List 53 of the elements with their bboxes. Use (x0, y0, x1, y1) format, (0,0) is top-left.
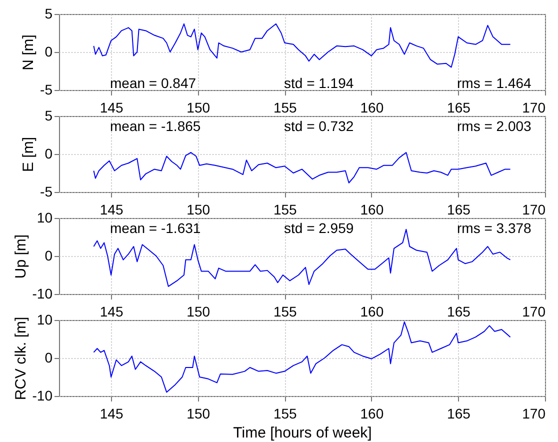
x-tick-label: 160 (360, 304, 384, 320)
annotation: mean = 0.847 (110, 75, 196, 91)
annotation: mean = -1.631 (110, 220, 201, 236)
x-axis-title: Time [hours of week] (233, 424, 372, 442)
x-tick-label: 155 (273, 304, 298, 320)
x-tick-label: 150 (186, 100, 210, 116)
y-tick-label: -5 (40, 82, 53, 98)
y-tick-label: 0 (44, 248, 53, 264)
annotation: rms = 2.003 (457, 118, 532, 134)
y-axis-title: E [m] (20, 136, 38, 172)
x-tick-label: 155 (273, 406, 298, 422)
line-series (93, 23, 511, 68)
x-tick-label: 145 (100, 202, 124, 218)
x-tick-label: 145 (100, 304, 124, 320)
line-series (93, 321, 511, 393)
x-tick-label: 155 (273, 100, 298, 116)
y-tick-label: 5 (44, 6, 53, 22)
x-tick-label: 150 (186, 202, 210, 218)
x-tick-label: 170 (522, 406, 546, 422)
annotation: std = 1.194 (284, 75, 354, 91)
y-tick-label: 10 (36, 210, 53, 226)
x-tick-label: 170 (522, 202, 546, 218)
x-tick-label: 165 (447, 202, 471, 218)
y-tick-label: -10 (32, 388, 53, 404)
x-tick-label: 145 (100, 100, 124, 116)
x-tick-label: 165 (447, 100, 471, 116)
annotation: std = 0.732 (284, 118, 354, 134)
y-tick-label: 0 (44, 350, 53, 366)
x-tick-label: 160 (360, 100, 384, 116)
y-axis-title: N [m] (20, 34, 38, 70)
annotation: std = 2.959 (284, 220, 354, 236)
x-tick-label: 165 (447, 304, 471, 320)
line-series (93, 152, 511, 184)
x-tick-label: 170 (522, 100, 546, 116)
x-tick-label: 145 (100, 406, 124, 422)
annotation: rms = 3.378 (457, 220, 532, 236)
x-tick-label: 150 (186, 406, 210, 422)
x-tick-label: 155 (273, 202, 298, 218)
y-axis-title: Up [m] (12, 234, 30, 279)
annotation: mean = -1.865 (110, 118, 201, 134)
annotation: rms = 1.464 (457, 75, 532, 91)
y-tick-label: 10 (36, 312, 53, 328)
y-tick-label: 0 (44, 146, 53, 162)
x-tick-label: 160 (360, 202, 384, 218)
y-tick-label: 5 (44, 108, 53, 124)
x-tick-label: 165 (447, 406, 471, 422)
x-tick-label: 160 (360, 406, 384, 422)
y-tick-label: -5 (40, 184, 53, 200)
y-tick-label: 0 (44, 44, 53, 60)
x-tick-label: 150 (186, 304, 210, 320)
y-axis-title: RCV clk. [m] (12, 316, 30, 400)
y-tick-label: -10 (32, 286, 53, 302)
x-tick-label: 170 (522, 304, 546, 320)
